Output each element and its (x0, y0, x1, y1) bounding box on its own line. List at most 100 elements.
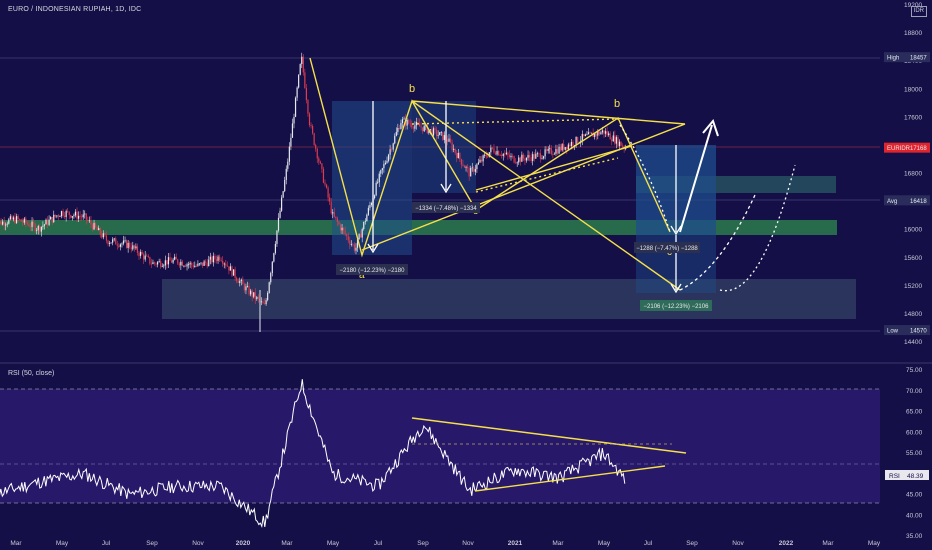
candle-body (409, 123, 411, 125)
candle-body (57, 215, 59, 217)
price-marker-value: 16418 (910, 199, 927, 205)
candle-body (325, 184, 328, 188)
candle-body (476, 164, 478, 170)
candle-body (352, 244, 354, 245)
candle-body (346, 234, 348, 236)
currency-badge[interactable]: IDR (910, 6, 927, 17)
rsi-axis: 75.0070.0065.0060.0055.0050.0045.0040.00… (906, 367, 923, 540)
candle-body (257, 296, 259, 299)
price-markers: High 18457 EURIDR 17168 Avg 16418 Low 14570 (884, 52, 930, 336)
candle-body (8, 219, 10, 224)
candle-body (589, 132, 591, 134)
projection-dotted-curve-2 (719, 164, 796, 292)
candle-body (139, 251, 142, 256)
candle-body (347, 235, 349, 241)
candle-body (160, 261, 162, 267)
candle-body (482, 155, 484, 162)
candle-body (222, 260, 224, 264)
candle-body (480, 159, 483, 162)
candle-body (91, 224, 94, 230)
candle-body (511, 155, 514, 157)
candle-body (443, 135, 445, 140)
candle-body (594, 133, 596, 138)
candle-body (392, 143, 394, 150)
candle-body (341, 227, 343, 231)
candle-body (157, 262, 159, 265)
candle-body (226, 265, 228, 267)
candle-body (471, 167, 473, 169)
candle-body (477, 162, 480, 165)
candle-body (181, 261, 183, 266)
candle-body (535, 153, 537, 159)
price-marker-bg (884, 195, 930, 206)
candle-body (198, 263, 201, 265)
candle-body (570, 142, 573, 147)
candle-body (110, 242, 112, 244)
candle-body (2, 221, 4, 225)
wave-upper-dotted (411, 118, 619, 125)
candle-body (296, 87, 298, 98)
candle-body (256, 296, 258, 300)
candle-body (312, 125, 314, 134)
candle-body (553, 153, 555, 155)
candle-body (518, 157, 520, 163)
candle-body (400, 123, 402, 130)
candle-body (308, 113, 311, 126)
candle-body (460, 159, 462, 165)
candle-body (40, 226, 42, 232)
candle-body (395, 131, 397, 136)
candle-body (418, 123, 421, 127)
time-tick: Sep (686, 540, 698, 547)
candle-body (276, 230, 278, 244)
candle-body (22, 221, 24, 223)
measure-arrowhead-4 (670, 283, 682, 294)
candle-body (470, 168, 472, 177)
candle-body (62, 211, 64, 216)
candle-body (422, 127, 424, 132)
measure-arrowhead-1 (367, 243, 379, 254)
candle-body (541, 158, 543, 160)
candle-body (304, 72, 306, 88)
candle-body (201, 262, 204, 266)
candle-body (279, 210, 281, 218)
candle-body (617, 137, 619, 147)
candle-body (625, 148, 627, 150)
time-tick: Sep (417, 540, 429, 547)
candle-body (375, 182, 377, 196)
candle-body (327, 187, 329, 198)
candle-body (451, 142, 453, 150)
candle-body (87, 219, 89, 221)
candle-body (381, 168, 383, 171)
candle-body (587, 132, 590, 135)
candle-body (363, 221, 365, 230)
price-marker-bg (884, 52, 930, 63)
candle-body (172, 259, 174, 263)
candle-body (301, 56, 303, 65)
candle-body (70, 214, 72, 218)
candle-body (423, 125, 425, 132)
candle-body (163, 265, 165, 267)
candle-body (377, 182, 379, 184)
candle-body (174, 256, 176, 260)
candle-body (415, 121, 418, 126)
candle-body (370, 202, 373, 206)
rsi-drawings (411, 417, 687, 492)
candle-body (521, 154, 523, 162)
candle-body (414, 125, 416, 129)
candle-body (408, 120, 410, 124)
candle-body (429, 129, 431, 131)
candle-body (155, 263, 157, 265)
candle-body (246, 286, 249, 287)
candle-body (274, 243, 276, 254)
candle-body (42, 225, 44, 227)
candle-body (604, 131, 607, 134)
candle-body (262, 301, 264, 304)
candle-body (324, 182, 326, 185)
candle-body (136, 246, 139, 253)
candle-body (608, 133, 610, 136)
candle-body (501, 155, 503, 157)
candle-body (474, 169, 476, 172)
time-axis: Mar May Jul Sep Nov 2020 Mar May Jul Sep Nov 2021 Ma… (10, 540, 880, 547)
candle-body (260, 301, 263, 303)
candle-body (597, 131, 599, 136)
